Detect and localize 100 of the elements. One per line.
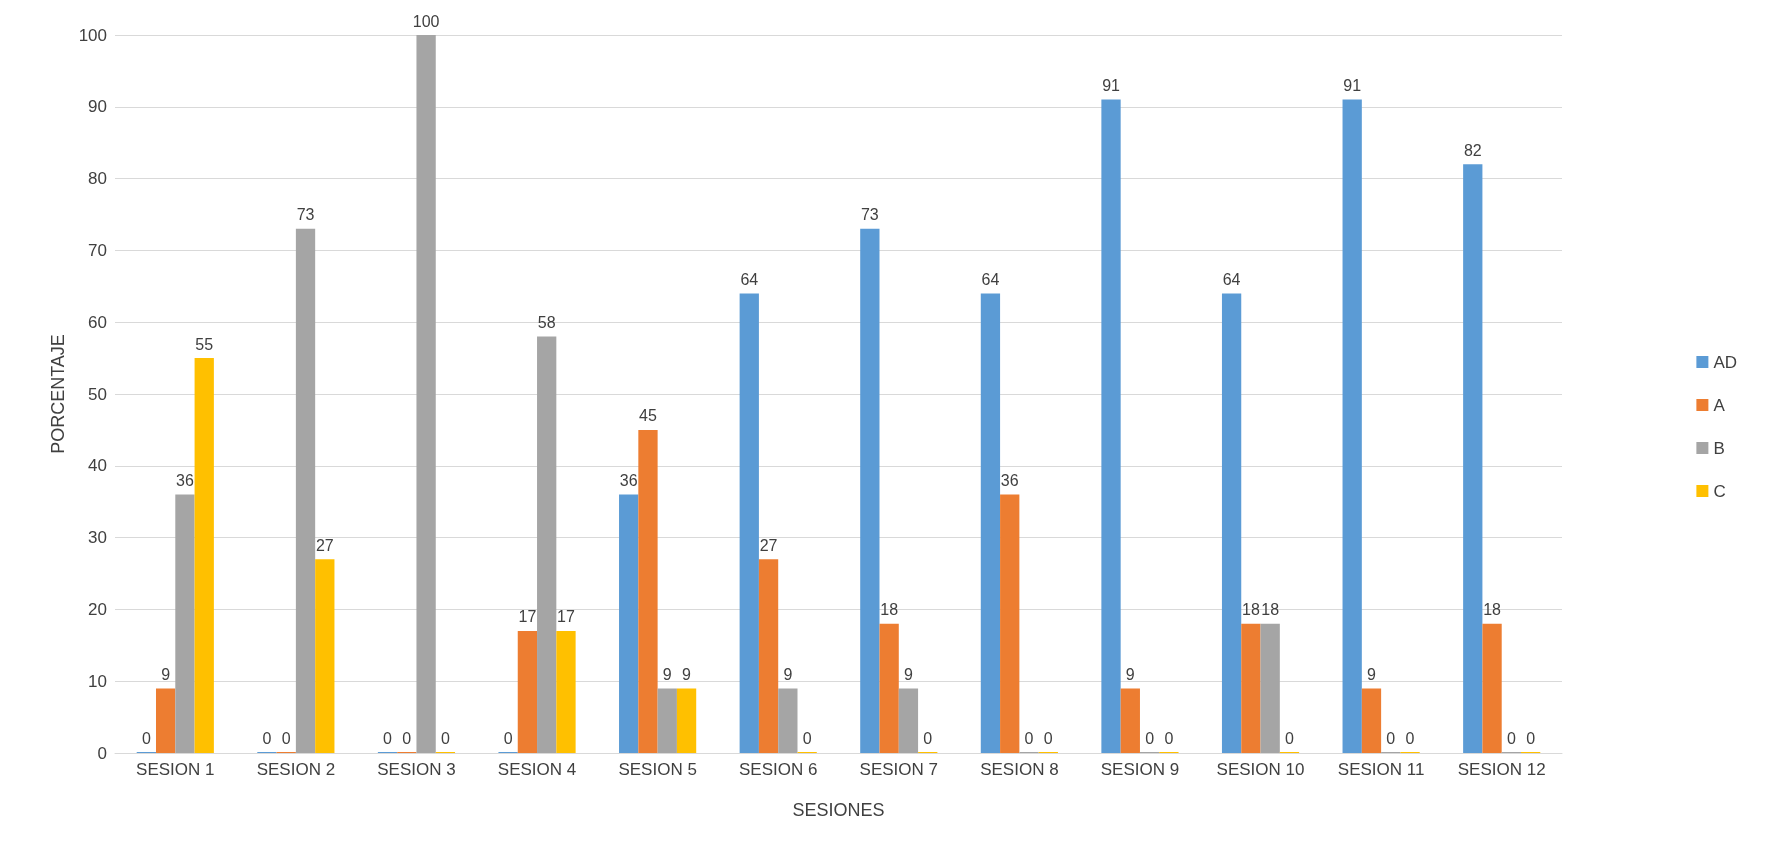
data-label: 9 <box>1367 665 1377 683</box>
data-label: 36 <box>176 472 194 490</box>
y-axis-title: PORCENTAJE <box>48 334 68 454</box>
bar <box>1463 164 1483 753</box>
x-tick-label: SESION 5 <box>618 760 697 779</box>
bar <box>638 429 658 753</box>
bar <box>1101 99 1121 753</box>
data-label: 0 <box>383 729 393 747</box>
bar <box>1260 623 1280 753</box>
data-label: 27 <box>759 536 778 554</box>
data-label: 18 <box>1242 601 1260 619</box>
data-label: 17 <box>557 608 575 626</box>
bar <box>860 228 880 753</box>
y-tick-label: 50 <box>88 384 107 404</box>
x-tick-label: SESION 10 <box>1216 760 1305 779</box>
legend-label: B <box>1713 438 1725 458</box>
y-tick-label: 100 <box>78 25 107 45</box>
data-label: 91 <box>1102 77 1121 95</box>
data-label: 0 <box>1285 729 1295 747</box>
x-tick-label: SESION 11 <box>1337 760 1425 779</box>
data-label: 9 <box>783 665 793 683</box>
data-label: 9 <box>682 665 692 683</box>
data-label: 100 <box>412 12 440 30</box>
x-tick-label: SESION 12 <box>1457 760 1546 779</box>
y-tick-label: 30 <box>88 528 107 548</box>
x-tick-label: SESION 9 <box>1100 760 1180 779</box>
data-label: 0 <box>1145 729 1155 747</box>
bar <box>1241 623 1261 753</box>
bar <box>1120 688 1140 753</box>
bar <box>556 630 576 753</box>
data-label: 0 <box>1043 729 1053 747</box>
y-tick-label: 60 <box>88 312 107 332</box>
x-tick-label: SESION 6 <box>739 760 818 779</box>
data-label: 0 <box>1405 729 1415 747</box>
data-label: 64 <box>1222 270 1241 288</box>
data-label: 73 <box>296 206 315 224</box>
data-label: 91 <box>1343 77 1362 95</box>
bar <box>879 623 899 753</box>
x-tick-label: SESION 4 <box>497 760 577 779</box>
bar <box>295 228 316 753</box>
data-label: 0 <box>402 729 412 747</box>
data-label: 0 <box>1386 729 1396 747</box>
bar <box>758 559 779 753</box>
x-tick-label: SESION 1 <box>136 760 215 779</box>
data-label: 64 <box>981 270 1000 288</box>
bar <box>619 494 639 753</box>
data-label: 0 <box>440 729 450 747</box>
legend-label: AD <box>1713 352 1738 372</box>
data-label: 0 <box>281 729 291 747</box>
data-label: 18 <box>880 601 899 619</box>
data-label: 0 <box>802 729 812 747</box>
x-tick-label: SESION 3 <box>377 760 456 779</box>
bar <box>1221 293 1242 753</box>
data-label: 18 <box>1261 601 1280 619</box>
data-label: 36 <box>1000 472 1019 490</box>
data-label: 0 <box>923 729 933 747</box>
y-tick-label: 10 <box>88 671 107 691</box>
data-label: 9 <box>1125 665 1135 683</box>
bar <box>1482 623 1502 753</box>
bar <box>898 688 919 753</box>
data-label: 18 <box>1483 601 1502 619</box>
data-label: 73 <box>860 206 879 224</box>
x-axis-title: SESIONES <box>792 800 885 820</box>
y-tick-label: 70 <box>88 240 107 260</box>
bar <box>980 293 1001 753</box>
data-label: 0 <box>503 729 513 747</box>
bar <box>1361 688 1382 753</box>
legend-label: A <box>1713 395 1726 415</box>
data-label: 64 <box>740 270 759 288</box>
x-tick-label: SESION 2 <box>256 760 336 779</box>
data-label: 0 <box>1526 729 1536 747</box>
data-label: 82 <box>1463 141 1482 159</box>
bar <box>657 688 677 753</box>
bar <box>517 630 538 753</box>
bar <box>1342 99 1362 753</box>
data-label: 0 <box>262 729 272 747</box>
bar <box>1000 494 1020 753</box>
data-label: 9 <box>161 665 171 683</box>
bar <box>175 494 195 753</box>
bar <box>315 559 335 753</box>
bar <box>537 336 557 753</box>
data-label: 0 <box>141 729 151 747</box>
data-label: 55 <box>195 335 214 353</box>
y-tick-label: 20 <box>88 599 107 619</box>
bar <box>156 688 176 753</box>
data-label: 45 <box>639 407 657 425</box>
y-tick-label: 90 <box>88 97 107 117</box>
y-tick-label: 80 <box>88 169 107 189</box>
data-label: 27 <box>315 536 334 554</box>
data-label: 9 <box>903 665 913 683</box>
bar <box>676 688 697 753</box>
data-label: 9 <box>662 665 672 683</box>
bar <box>778 688 798 753</box>
bar <box>739 293 759 753</box>
legend-label: C <box>1713 481 1726 501</box>
data-label: 0 <box>1164 729 1174 747</box>
x-tick-label: SESION 8 <box>980 760 1059 779</box>
data-label: 36 <box>619 472 638 490</box>
y-tick-label: 0 <box>97 743 107 763</box>
data-label: 58 <box>537 314 556 332</box>
